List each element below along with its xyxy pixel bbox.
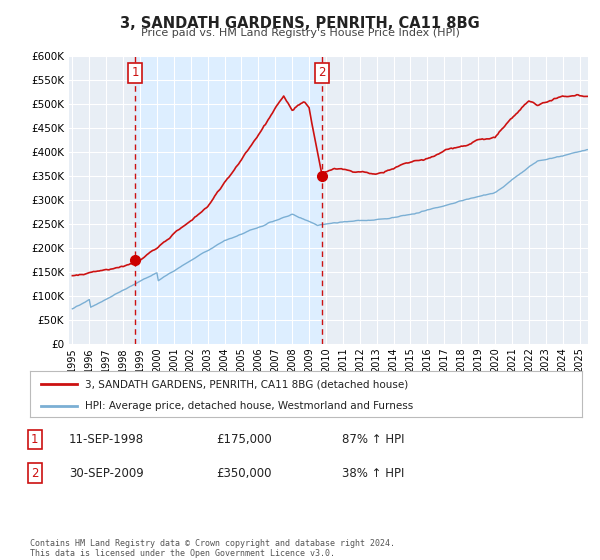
Text: HPI: Average price, detached house, Westmorland and Furness: HPI: Average price, detached house, West… bbox=[85, 401, 413, 410]
Text: £350,000: £350,000 bbox=[216, 466, 271, 480]
Text: Contains HM Land Registry data © Crown copyright and database right 2024.
This d: Contains HM Land Registry data © Crown c… bbox=[30, 539, 395, 558]
Text: 87% ↑ HPI: 87% ↑ HPI bbox=[342, 433, 404, 446]
Text: 3, SANDATH GARDENS, PENRITH, CA11 8BG (detached house): 3, SANDATH GARDENS, PENRITH, CA11 8BG (d… bbox=[85, 379, 409, 389]
Text: 11-SEP-1998: 11-SEP-1998 bbox=[69, 433, 144, 446]
Text: 1: 1 bbox=[131, 66, 139, 80]
Text: 30-SEP-2009: 30-SEP-2009 bbox=[69, 466, 144, 480]
Text: 2: 2 bbox=[31, 466, 38, 480]
Text: 38% ↑ HPI: 38% ↑ HPI bbox=[342, 466, 404, 480]
Bar bbox=[135, 56, 322, 344]
Text: 2: 2 bbox=[318, 66, 325, 80]
Text: Price paid vs. HM Land Registry's House Price Index (HPI): Price paid vs. HM Land Registry's House … bbox=[140, 28, 460, 38]
Text: 1: 1 bbox=[31, 433, 38, 446]
Text: 3, SANDATH GARDENS, PENRITH, CA11 8BG: 3, SANDATH GARDENS, PENRITH, CA11 8BG bbox=[120, 16, 480, 31]
Text: £175,000: £175,000 bbox=[216, 433, 272, 446]
